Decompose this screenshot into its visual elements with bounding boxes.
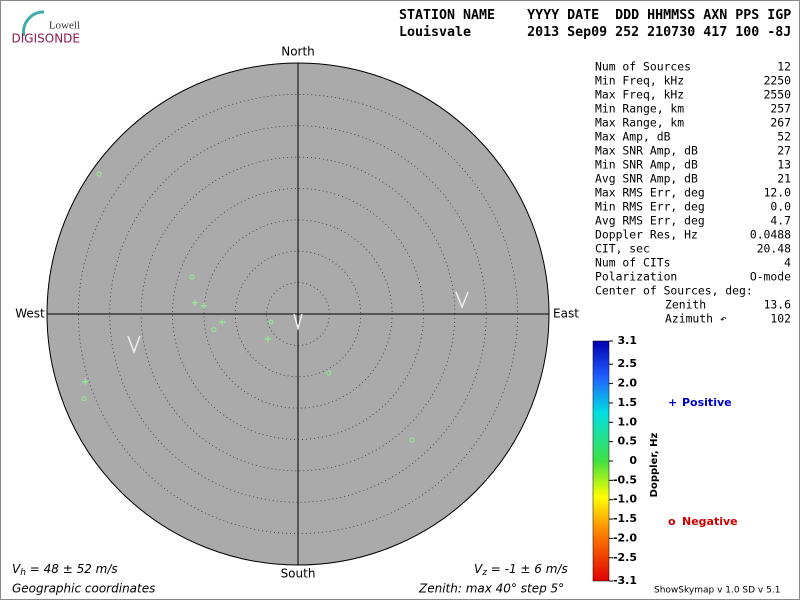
colorbar-tick-label: -1.0 — [613, 493, 637, 506]
colorbar-tick-label: 1.5 — [618, 396, 638, 409]
stat-label: Avg RMS Err, deg — [595, 214, 705, 228]
source-negative — [189, 274, 195, 280]
legend-symbol: o — [668, 515, 676, 528]
zenith-ring — [234, 250, 362, 378]
zenith-ring — [140, 156, 456, 472]
source-positive — [200, 302, 207, 309]
center-title: Center of Sources, deg: — [595, 284, 753, 298]
colorbar-tick-label: -2.0 — [613, 531, 637, 544]
drift-marker — [127, 291, 469, 355]
logo-arc — [22, 10, 45, 37]
stat-label: Max Range, km — [595, 116, 684, 130]
colorbar-tick-label: 2.0 — [618, 377, 638, 390]
stat-value: 20.48 — [757, 242, 791, 256]
dir-west: West — [15, 307, 45, 321]
source-positive — [192, 299, 199, 306]
stat-value: 52 — [777, 130, 791, 144]
version: ShowSkymap v 1.0 SD v 5.1 — [654, 586, 780, 596]
dir-south: South — [281, 567, 316, 581]
center-value: 13.6 — [764, 298, 792, 312]
stat-value: 257 — [770, 102, 791, 116]
stat-value: O-mode — [750, 270, 791, 284]
source-positive — [219, 319, 226, 326]
stat-value: 27 — [777, 144, 791, 158]
colorbar-tick-label: -3.1 — [613, 574, 637, 587]
legend-symbol: + — [668, 396, 677, 409]
logo-bottom: DIGISONDE — [12, 32, 80, 46]
header-line: Louisvale 2013 Sep09 252 210730 417 100 … — [399, 24, 791, 40]
dir-north: North — [281, 45, 315, 59]
stat-label: Max Freq, kHz — [595, 88, 684, 102]
zenith-ring — [109, 125, 487, 503]
source-negative — [268, 319, 274, 325]
zenith-ring — [266, 282, 330, 346]
stat-value: 13 — [777, 158, 791, 172]
stat-label: Min SNR Amp, dB — [595, 158, 698, 172]
legend-label: Positive — [682, 396, 732, 409]
colorbar-tick-label: 0 — [629, 454, 637, 467]
stat-value: 267 — [770, 116, 791, 130]
legend-label: Negative — [682, 515, 738, 528]
stat-value: 12.0 — [764, 186, 792, 200]
stat-label: Doppler Res, Hz — [595, 228, 698, 242]
stat-value: 2250 — [764, 74, 792, 88]
center-label: Zenith — [665, 298, 706, 312]
colorbar-tick-label: 2.5 — [618, 357, 638, 370]
center-value: 102 — [770, 312, 791, 326]
source-negative — [96, 171, 102, 177]
zenith-note: Zenith: max 40° step 5° — [418, 582, 564, 596]
stat-value: 4.7 — [770, 214, 791, 228]
stat-label: Max RMS Err, deg — [595, 186, 705, 200]
stat-label: Min RMS Err, deg — [595, 200, 705, 214]
header-line: STATION NAME YYYY DATE DDD HHMMSS AXN PP… — [399, 8, 791, 23]
stat-label: Max SNR Amp, dB — [595, 144, 698, 158]
source-negative — [81, 396, 87, 402]
colorbar-tick-label: -1.5 — [613, 512, 637, 525]
logo-top: Lowell — [49, 20, 80, 32]
source-negative — [211, 327, 217, 333]
source-positive — [82, 378, 89, 385]
zenith-ring — [77, 93, 519, 535]
colorbar-tick-label: -2.5 — [613, 551, 637, 564]
stat-label: Min Freq, kHz — [595, 74, 684, 88]
zenith-ring — [203, 219, 393, 409]
stat-label: Max Amp, dB — [595, 130, 671, 144]
coords-note: Geographic coordinates — [12, 582, 155, 596]
zenith-ring — [172, 188, 424, 440]
colorbar — [592, 340, 610, 582]
colorbar-tick-label: 0.5 — [618, 435, 638, 448]
stat-label: Num of CITs — [595, 256, 670, 270]
stat-label: Min Range, km — [595, 102, 684, 116]
dir-east: East — [553, 307, 579, 321]
stat-value: 12 — [777, 60, 791, 74]
stat-value: 0.0 — [770, 200, 791, 214]
center-label: Azimuth ↶ — [665, 312, 727, 326]
stat-label: Num of Sources — [595, 60, 691, 74]
stat-value: 2550 — [764, 88, 792, 102]
colorbar-label: Doppler, Hz — [649, 433, 660, 498]
stat-value: 4 — [784, 256, 791, 270]
stat-label: CIT, sec — [595, 242, 650, 256]
stat-label: Avg SNR Amp, dB — [595, 172, 698, 186]
source-negative — [326, 370, 332, 376]
colorbar-tick-label: -0.5 — [613, 473, 637, 486]
colorbar-tick-label: 3.1 — [618, 334, 638, 347]
stat-value: 0.0488 — [750, 228, 791, 242]
vh: Vh = 48 ± 52 m/s — [12, 562, 118, 578]
colorbar-tick-label: 1.0 — [618, 415, 638, 428]
stat-value: 21 — [777, 172, 791, 186]
stat-label: Polarization — [595, 270, 677, 284]
source-positive — [264, 336, 271, 343]
source-negative — [409, 437, 415, 443]
vz: Vz = -1 ± 6 m/s — [474, 562, 568, 578]
